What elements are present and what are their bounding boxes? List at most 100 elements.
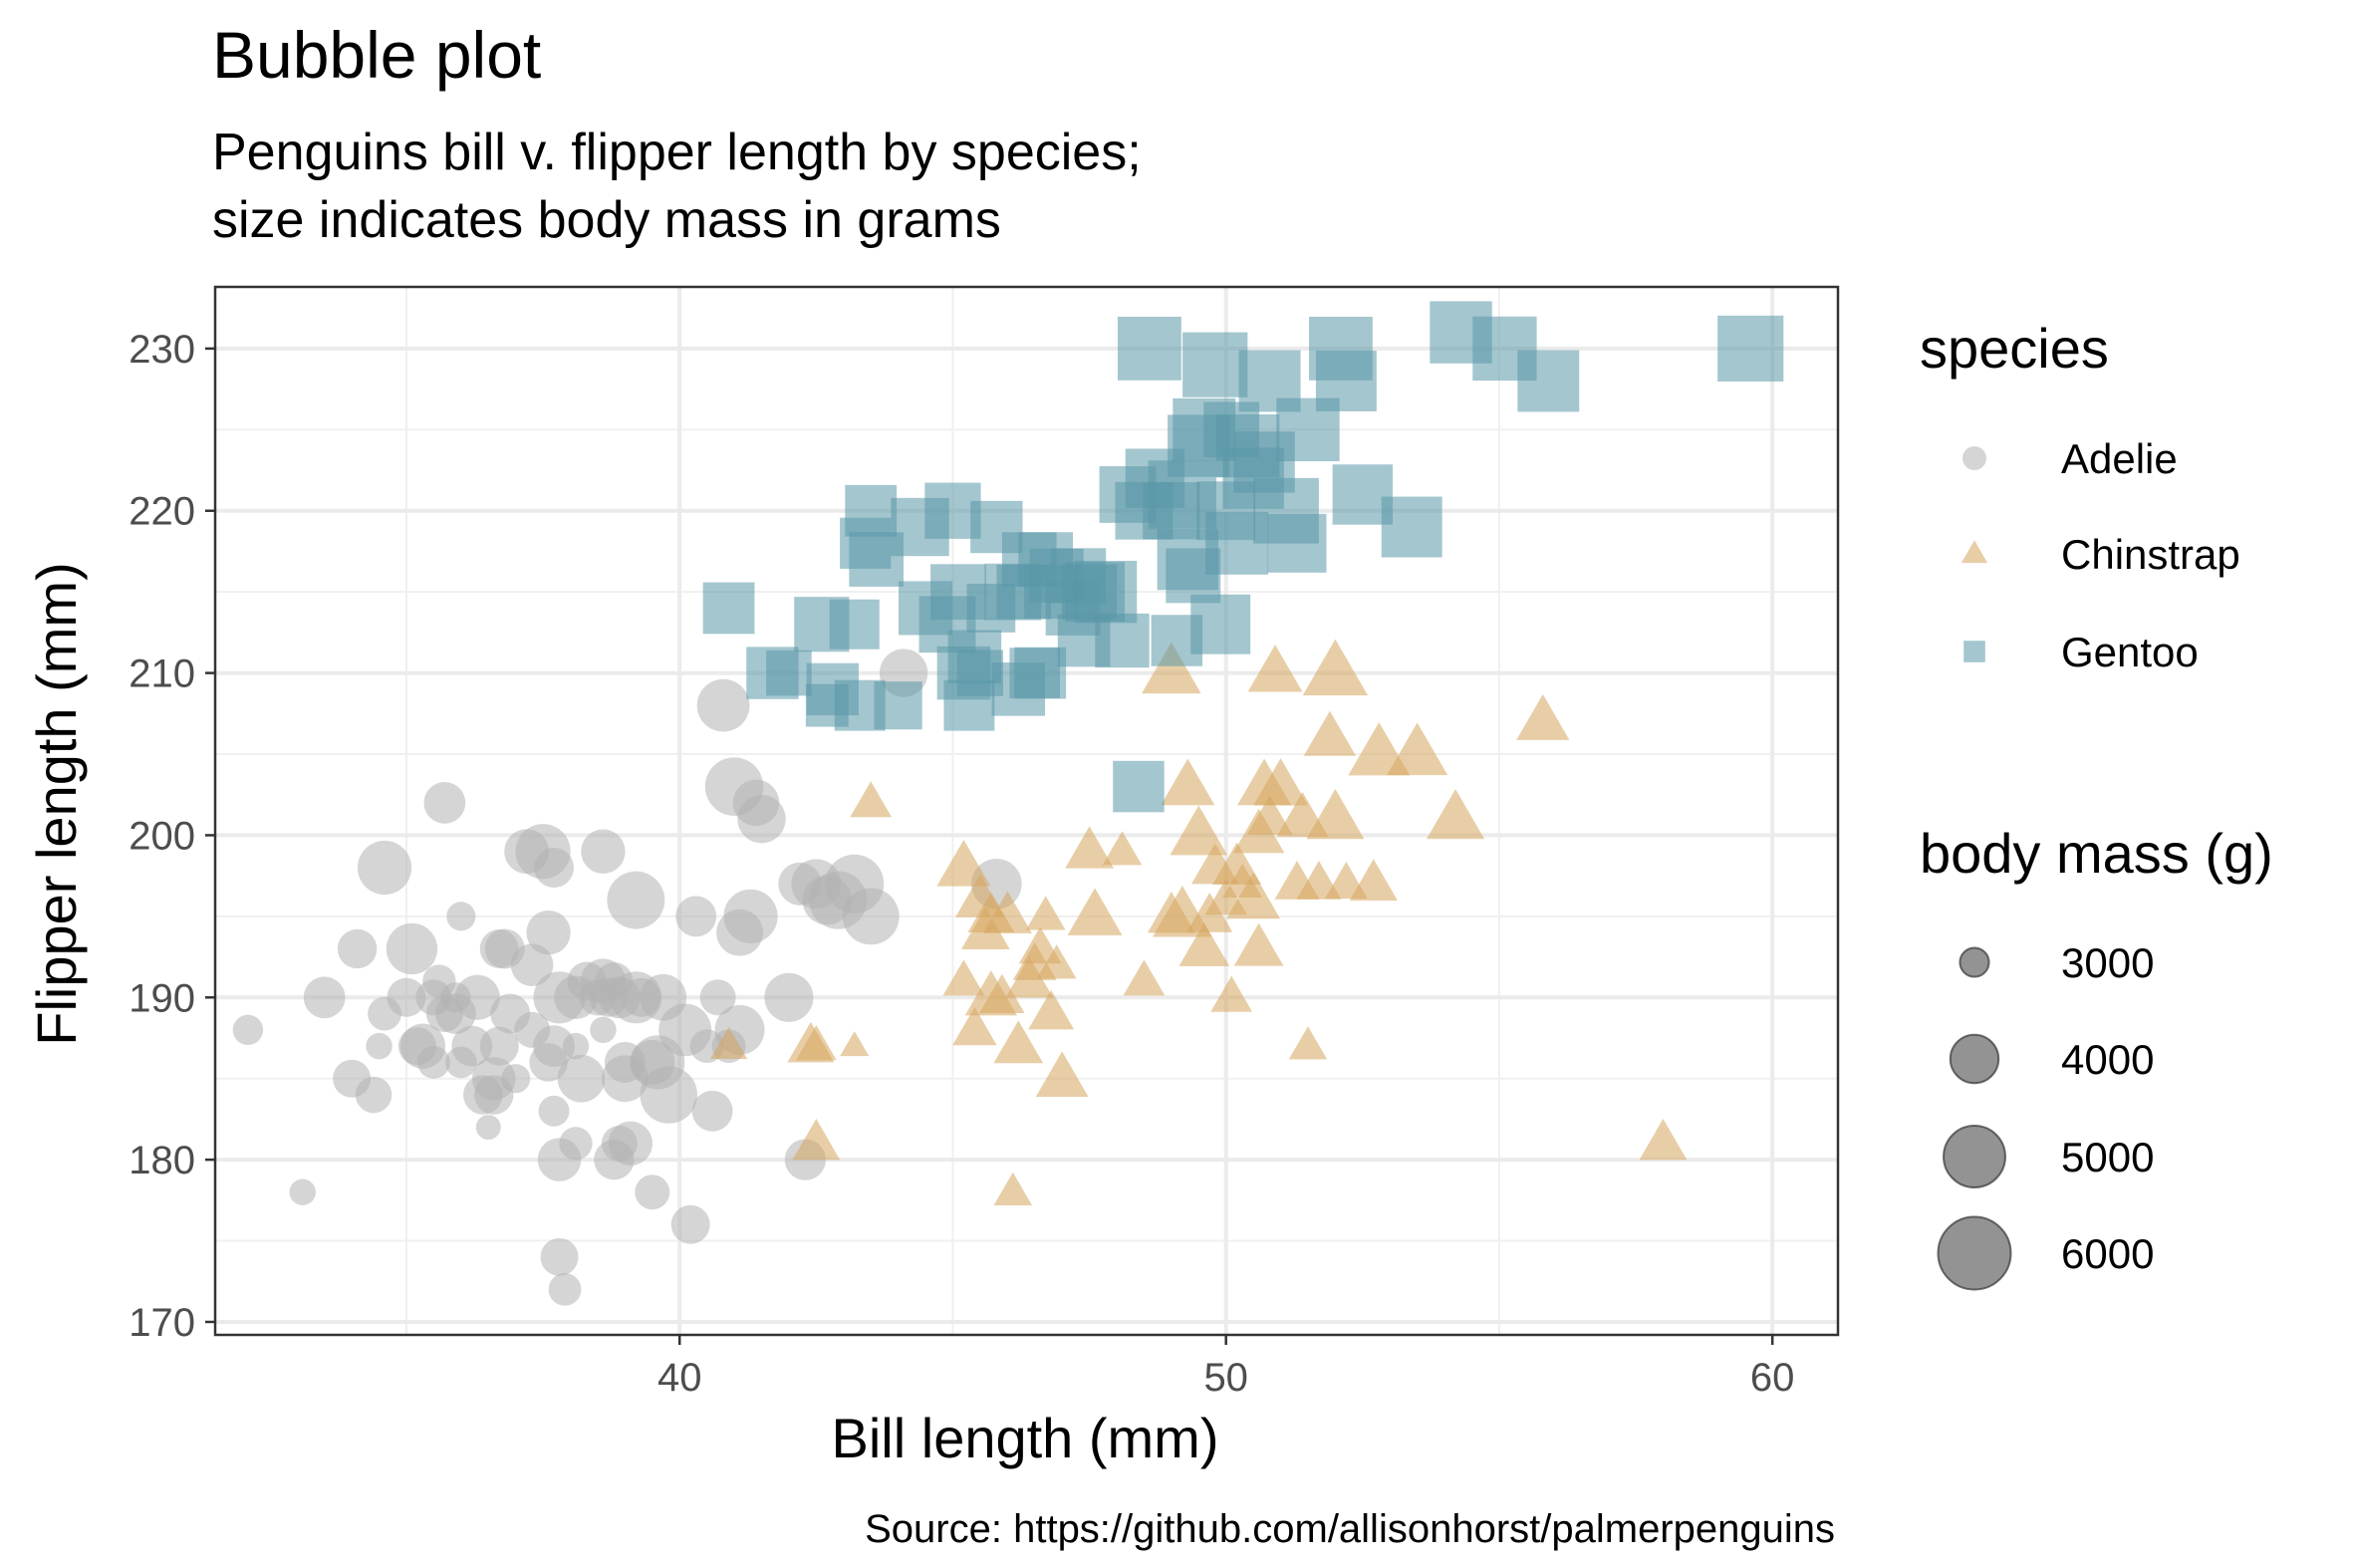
adelie-point — [526, 910, 571, 955]
adelie-point — [337, 928, 378, 969]
adelie-point — [451, 1025, 493, 1067]
chinstrap-point — [1302, 639, 1369, 696]
adelie-point — [635, 1175, 670, 1210]
chinstrap-point — [1142, 642, 1201, 694]
legend-size-title: body mass (g) — [1920, 822, 2273, 885]
chinstrap-point — [1102, 831, 1143, 866]
legend-key-adelie — [1962, 446, 1986, 470]
chinstrap-point — [993, 1020, 1044, 1064]
adelie-point — [510, 943, 554, 987]
chinstrap-point — [1387, 722, 1448, 776]
chinstrap-point — [1123, 959, 1166, 996]
chart-title: Bubble plot — [212, 18, 541, 92]
series-adelie — [232, 649, 1022, 1306]
chart-subtitle-line-2: size indicates body mass in grams — [212, 191, 1001, 249]
legend-size-key — [1949, 1033, 2000, 1085]
adelie-point — [357, 840, 412, 896]
chinstrap-point — [1253, 758, 1308, 806]
chinstrap-point — [1035, 1051, 1089, 1097]
chinstrap-point — [1178, 922, 1230, 966]
adelie-point — [479, 1026, 519, 1066]
chinstrap-point — [1306, 789, 1365, 840]
y-axis-title: Flipper length (mm) — [25, 562, 88, 1045]
adelie-point — [454, 974, 500, 1020]
gentoo-point — [1117, 316, 1181, 381]
gentoo-point — [1267, 513, 1327, 573]
legend-size-label: 5000 — [2061, 1134, 2154, 1180]
legend-label-gentoo: Gentoo — [2061, 629, 2199, 675]
chinstrap-point — [709, 1026, 748, 1059]
adelie-point — [540, 1237, 579, 1276]
adelie-point — [366, 1032, 392, 1060]
adelie-point — [696, 678, 750, 732]
adelie-point — [387, 977, 426, 1017]
gentoo-point — [845, 484, 898, 537]
legend-key-gentoo — [1963, 641, 1985, 662]
chinstrap-point — [1025, 896, 1066, 930]
adelie-point — [417, 1046, 450, 1079]
gentoo-point — [1182, 332, 1248, 397]
gentoo-point — [1717, 315, 1784, 382]
chart-subtitle-line-1: Penguins bill v. flipper length by speci… — [212, 124, 1142, 181]
chinstrap-point — [1065, 826, 1114, 869]
chinstrap-point — [1247, 645, 1303, 692]
y-tick-label: 170 — [129, 1301, 195, 1345]
chinstrap-point — [1427, 789, 1485, 840]
adelie-point — [548, 1273, 582, 1306]
chinstrap-point — [982, 891, 1032, 933]
gentoo-point — [766, 650, 812, 696]
x-axis-ticks: 40 50 60 — [657, 1335, 1794, 1400]
adelie-point — [675, 896, 717, 937]
x-tick-label: 60 — [1750, 1356, 1795, 1400]
adelie-point — [501, 1064, 531, 1094]
chinstrap-point — [1210, 975, 1253, 1012]
y-tick-label: 190 — [129, 976, 195, 1020]
chart-caption: Source: https://github.com/allisonhorst/… — [865, 1507, 1835, 1551]
adelie-point — [640, 1066, 698, 1124]
plot-border — [213, 285, 1840, 1337]
legend-size-label: 6000 — [2061, 1230, 2154, 1277]
chinstrap-point — [1349, 859, 1398, 901]
chinstrap-point — [1067, 888, 1123, 935]
legend-key-chinstrap — [1961, 540, 1988, 564]
legend-size-keys: 3000 4000 5000 6000 — [1937, 939, 2154, 1291]
gentoo-point — [1113, 760, 1165, 813]
legend-size-label: 4000 — [2061, 1036, 2154, 1083]
adelie-point — [581, 829, 626, 874]
chinstrap-point — [1516, 693, 1570, 740]
y-tick-label: 210 — [129, 653, 195, 696]
series-gentoo — [702, 301, 1784, 813]
chinstrap-point — [952, 1006, 997, 1046]
y-tick-label: 200 — [129, 814, 195, 858]
adelie-point — [737, 794, 786, 844]
adelie-point — [590, 1016, 617, 1044]
adelie-point — [608, 1121, 654, 1167]
chinstrap-point — [1036, 944, 1077, 979]
adelie-point — [607, 871, 665, 929]
x-tick-label: 40 — [657, 1356, 702, 1400]
gentoo-point — [1095, 613, 1150, 668]
legend-size-key — [1943, 1125, 2006, 1188]
chinstrap-point — [993, 1172, 1033, 1205]
adelie-point — [423, 781, 466, 824]
gentoo-point — [1014, 647, 1067, 699]
adelie-point — [699, 979, 736, 1016]
x-axis-title: Bill length (mm) — [832, 1407, 1219, 1469]
adelie-point — [557, 1054, 606, 1103]
legend-label-adelie: Adelie — [2061, 435, 2178, 482]
chinstrap-point — [1303, 710, 1357, 756]
adelie-point — [670, 1204, 710, 1244]
chinstrap-point — [1161, 758, 1215, 806]
chinstrap-point — [840, 1031, 870, 1057]
legend-size-label: 3000 — [2061, 939, 2154, 986]
y-tick-label: 220 — [129, 490, 195, 534]
gentoo-point — [1517, 350, 1580, 412]
gentoo-point — [1315, 350, 1377, 411]
gentoo-point — [1381, 496, 1442, 558]
adelie-point — [534, 848, 575, 888]
adelie-point — [386, 922, 438, 975]
adelie-point — [355, 1076, 392, 1114]
chinstrap-point — [979, 973, 1025, 1013]
gentoo-point — [829, 599, 880, 650]
